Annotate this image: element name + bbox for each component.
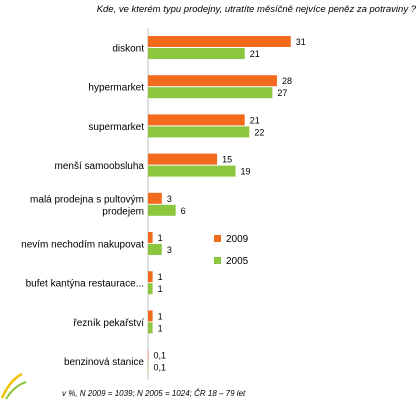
value-label-2005: 1 <box>158 284 163 294</box>
bar-2009 <box>148 36 291 47</box>
bar-2009 <box>148 192 162 204</box>
bar-2009 <box>148 75 277 87</box>
bar-2005 <box>148 244 162 255</box>
value-label-2009: 21 <box>250 115 260 125</box>
chart-title: Kde, ve kterém typu prodejny, utratíte m… <box>97 4 417 15</box>
bar-2009 <box>148 232 153 243</box>
category-label: diskont <box>112 44 144 55</box>
value-label-2009: 1 <box>158 233 163 243</box>
legend-label-2009: 2009 <box>226 234 249 245</box>
bar-2009 <box>148 271 153 283</box>
bar-2009 <box>148 310 153 322</box>
category-label: nevím nechodím nakupovat <box>21 240 144 251</box>
legend-label-2005: 2005 <box>226 256 249 267</box>
value-label-2009: 1 <box>158 272 163 282</box>
legend-swatch-2005 <box>214 257 221 264</box>
value-label-2009: 15 <box>222 155 232 165</box>
value-label-2005: 27 <box>277 88 287 98</box>
value-label-2009: 3 <box>167 194 172 204</box>
category-label: hypermarket <box>88 83 144 94</box>
value-label-2009: 28 <box>282 76 292 86</box>
category-label: řezník pekařství <box>73 318 144 329</box>
legend-swatch-2009 <box>214 235 221 242</box>
value-label-2005: 19 <box>241 167 251 177</box>
bar-2009 <box>148 114 245 126</box>
logo-mark <box>0 372 27 400</box>
bar-2009 <box>148 153 218 165</box>
legend: 2009 2005 <box>214 234 249 267</box>
value-label-2005: 1 <box>158 323 163 333</box>
value-label-2005: 22 <box>254 127 264 137</box>
value-label-2009: 31 <box>296 37 306 47</box>
bar-2005 <box>148 87 273 99</box>
category-label: menší samoobsluha <box>55 161 145 172</box>
value-label-2009: 0,1 <box>153 351 166 361</box>
chart-note: v %, N 2009 = 1039; N 2005 = 1024; ČR 18… <box>62 389 246 398</box>
value-label-2009: 1 <box>158 311 163 321</box>
bars <box>148 36 291 373</box>
category-labels: diskont hypermarket supermarket menší samoo… <box>21 44 144 369</box>
bar-2005 <box>148 126 250 138</box>
bar-2005 <box>148 322 153 334</box>
category-label: benzinová stanice <box>64 357 144 368</box>
bar-2005 <box>148 204 176 216</box>
value-label-2005: 21 <box>250 49 260 59</box>
value-label-2005: 6 <box>181 206 186 216</box>
bar-2005 <box>148 165 236 177</box>
category-label: malá prodejna s pultovým prodejem <box>30 194 144 217</box>
bar-2005 <box>148 48 245 59</box>
category-label: bufet kantýna restaurace... <box>26 279 144 290</box>
category-label: supermarket <box>88 122 144 133</box>
value-label-2005: 0,1 <box>153 363 166 373</box>
bar-2005 <box>148 283 153 295</box>
value-label-2005: 3 <box>167 245 172 255</box>
